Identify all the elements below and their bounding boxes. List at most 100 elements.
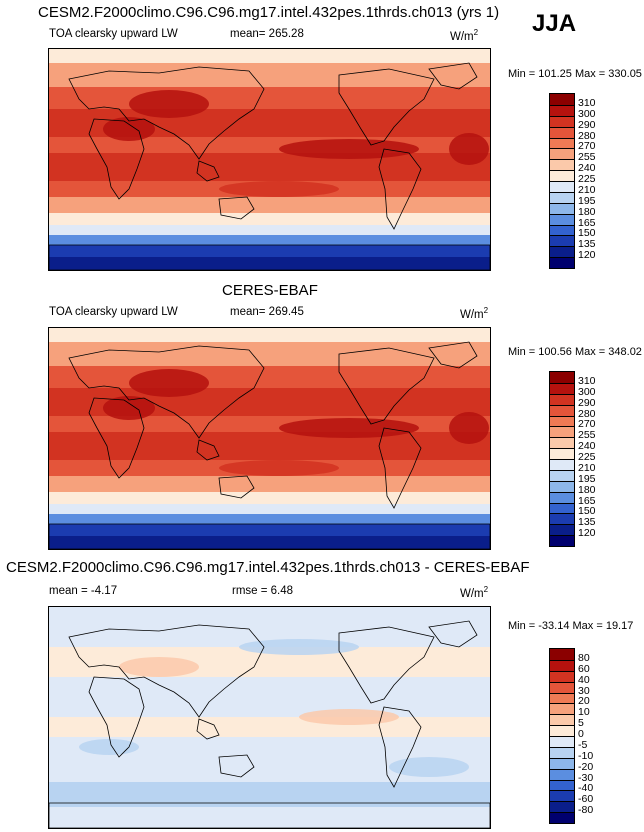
- colorbar-swatch: [550, 812, 574, 823]
- colorbar-swatch: [550, 670, 574, 682]
- panel-2-units: W/m2: [460, 306, 489, 321]
- colorbar-tick-label: 270: [578, 418, 596, 431]
- colorbar-swatch: [550, 137, 574, 149]
- colorbar-swatch: [550, 502, 574, 514]
- colorbar-swatch: [550, 535, 574, 546]
- colorbar-tick-label: 0: [578, 728, 584, 740]
- colorbar-swatch: [550, 491, 574, 503]
- panel-3-units: W/m2: [460, 585, 489, 600]
- panel-2-title: CERES-EBAF: [222, 282, 318, 299]
- colorbar-swatch: [550, 768, 574, 780]
- colorbar-swatch: [550, 404, 574, 416]
- colorbar-swatch: [550, 224, 574, 236]
- colorbar-swatch: [550, 513, 574, 525]
- colorbar-tick-label: 150: [578, 227, 596, 240]
- panel-1-mean: mean= 265.28: [230, 28, 304, 40]
- colorbar-tick-label: 290: [578, 118, 596, 131]
- colorbar-tick-label: 195: [578, 472, 596, 485]
- colorbar-tick-label: 280: [578, 129, 596, 142]
- colorbar-tick-label: 180: [578, 205, 596, 218]
- colorbar-swatch: [550, 757, 574, 769]
- colorbar-swatch: [550, 649, 574, 660]
- colorbar-swatch: [550, 524, 574, 536]
- colorbar-swatch: [550, 246, 574, 258]
- colorbar-swatch: [550, 659, 574, 671]
- colorbar-tick-label: 210: [578, 461, 596, 474]
- colorbar-tick-label: -10: [578, 749, 594, 762]
- colorbar-swatch: [550, 790, 574, 802]
- panel-3-rmse: rmse = 6.48: [232, 585, 294, 597]
- panel-2-map: [48, 327, 491, 550]
- colorbar-tick-label: -30: [578, 771, 594, 784]
- colorbar-swatch: [550, 235, 574, 247]
- colorbar-tick-label: -60: [578, 793, 594, 806]
- colorbar-tick-label: 10: [578, 706, 590, 719]
- colorbar-swatch: [550, 181, 574, 192]
- colorbar-tick-label: 165: [578, 216, 596, 229]
- season-label: JJA: [532, 10, 577, 37]
- colorbar-tick-label: 255: [578, 429, 596, 442]
- colorbar-tick-label: 20: [578, 695, 590, 708]
- colorbar-swatch: [550, 437, 574, 449]
- colorbar-tick-label: 290: [578, 396, 596, 409]
- colorbar-swatch: [550, 480, 574, 492]
- panel-1-title: CESM2.F2000climo.C96.C96.mg17.intel.432p…: [38, 4, 500, 21]
- colorbar-tick-label: 120: [578, 249, 596, 262]
- panel-1-minmax: Min = 101.25 Max = 330.05: [508, 68, 642, 80]
- colorbar-swatch: [550, 448, 574, 459]
- colorbar-tick-label: 300: [578, 385, 596, 398]
- colorbar-swatch: [550, 746, 574, 758]
- colorbar-tick-label: 60: [578, 662, 590, 675]
- colorbar-swatch: [550, 382, 574, 394]
- panel-1-colorbar: [549, 93, 575, 269]
- colorbar-tick-label: 210: [578, 183, 596, 196]
- colorbar-tick-label: 240: [578, 440, 596, 453]
- colorbar-swatch: [550, 736, 574, 747]
- colorbar-swatch: [550, 257, 574, 268]
- colorbar-tick-label: 135: [578, 238, 596, 251]
- colorbar-tick-label: 310: [578, 96, 596, 109]
- colorbar-tick-label: 180: [578, 483, 596, 496]
- colorbar-tick-label: 5: [578, 717, 584, 730]
- colorbar-tick-label: 165: [578, 494, 596, 507]
- colorbar-tick-label: 40: [578, 673, 590, 686]
- colorbar-tick-label: 255: [578, 151, 596, 164]
- colorbar-swatch: [550, 692, 574, 704]
- colorbar-tick-label: 195: [578, 194, 596, 207]
- colorbar-tick-label: 300: [578, 107, 596, 120]
- colorbar-tick-label: 150: [578, 505, 596, 518]
- panel-1-units: W/m2: [450, 28, 479, 43]
- colorbar-swatch: [550, 372, 574, 383]
- panel-3-title: CESM2.F2000climo.C96.C96.mg17.intel.432p…: [6, 559, 530, 576]
- colorbar-tick-label: -80: [578, 804, 594, 817]
- colorbar-swatch: [550, 459, 574, 470]
- colorbar-swatch: [550, 714, 574, 726]
- colorbar-swatch: [550, 148, 574, 160]
- panel-3-colorbar: [549, 648, 575, 824]
- panel-3-minmax: Min = -33.14 Max = 19.17: [508, 620, 634, 632]
- colorbar-swatch: [550, 725, 574, 736]
- colorbar-swatch: [550, 191, 574, 203]
- colorbar-swatch: [550, 681, 574, 693]
- colorbar-swatch: [550, 202, 574, 214]
- panel-1-variable: TOA clearsky upward LW: [49, 28, 178, 40]
- colorbar-tick-label: 240: [578, 162, 596, 175]
- colorbar-tick-label: 30: [578, 684, 590, 697]
- colorbar-swatch: [550, 115, 574, 127]
- colorbar-tick-label: 225: [578, 451, 596, 463]
- colorbar-swatch: [550, 393, 574, 405]
- colorbar-tick-label: 80: [578, 651, 590, 664]
- colorbar-tick-label: 270: [578, 140, 596, 153]
- panel-1-map: [48, 48, 491, 271]
- panel-3-map: [48, 606, 491, 829]
- colorbar-swatch: [550, 104, 574, 116]
- panel-3-mean: mean = -4.17: [49, 585, 118, 597]
- colorbar-tick-label: 225: [578, 173, 596, 185]
- colorbar-swatch: [550, 213, 574, 225]
- colorbar-tick-label: 280: [578, 407, 596, 420]
- colorbar-tick-label: 310: [578, 374, 596, 387]
- colorbar-swatch: [550, 426, 574, 438]
- colorbar-swatch: [550, 703, 574, 715]
- colorbar-swatch: [550, 469, 574, 481]
- colorbar-swatch: [550, 159, 574, 171]
